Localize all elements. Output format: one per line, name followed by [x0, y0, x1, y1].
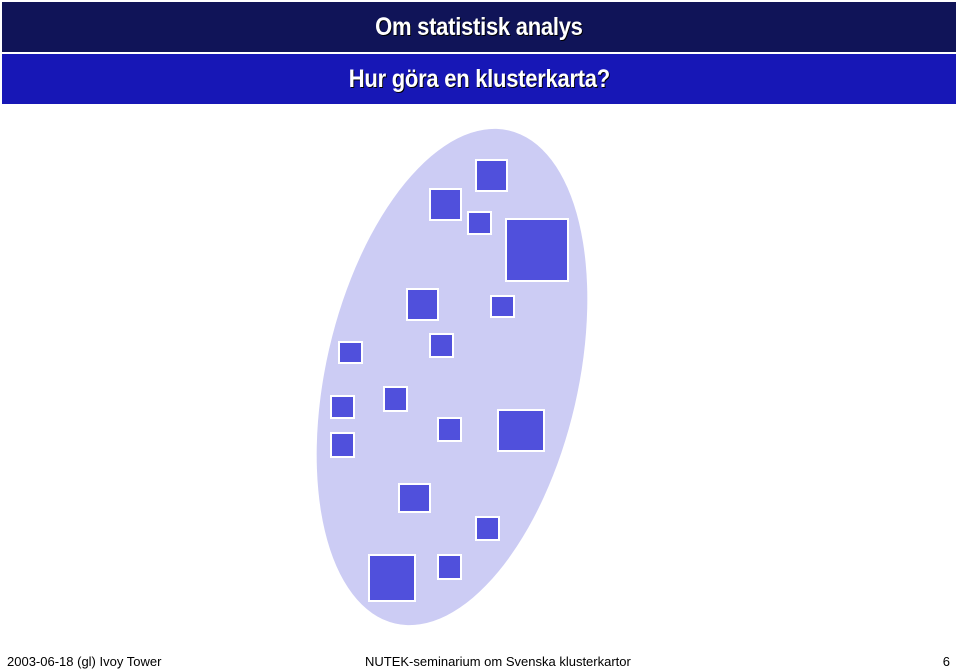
cluster-square — [490, 295, 515, 318]
cluster-square — [475, 159, 508, 192]
cluster-square — [368, 554, 416, 602]
cluster-square — [338, 341, 363, 364]
slide-title: Om statistisk analys — [375, 12, 583, 41]
title-bar: Om statistisk analys — [2, 2, 956, 52]
page-number: 6 — [942, 654, 950, 669]
cluster-squares — [330, 159, 569, 602]
footer-event-title: NUTEK-seminarium om Svenska klusterkarto… — [365, 654, 631, 669]
cluster-square — [406, 288, 439, 321]
cluster-square — [497, 409, 545, 452]
cluster-square — [398, 483, 431, 513]
cluster-square — [467, 211, 492, 235]
slide-subtitle: Hur göra en klusterkarta? — [348, 64, 610, 93]
cluster-square — [330, 395, 355, 419]
cluster-square — [429, 333, 454, 358]
subtitle-bar: Hur göra en klusterkarta? — [2, 54, 956, 104]
cluster-square — [437, 417, 462, 442]
cluster-square — [505, 218, 569, 282]
cluster-square — [383, 386, 408, 412]
cluster-square — [437, 554, 462, 580]
cluster-square — [475, 516, 500, 541]
cluster-square — [330, 432, 355, 458]
cluster-square — [429, 188, 462, 221]
footer-date-author: 2003-06-18 (gl) Ivoy Tower — [7, 654, 162, 669]
